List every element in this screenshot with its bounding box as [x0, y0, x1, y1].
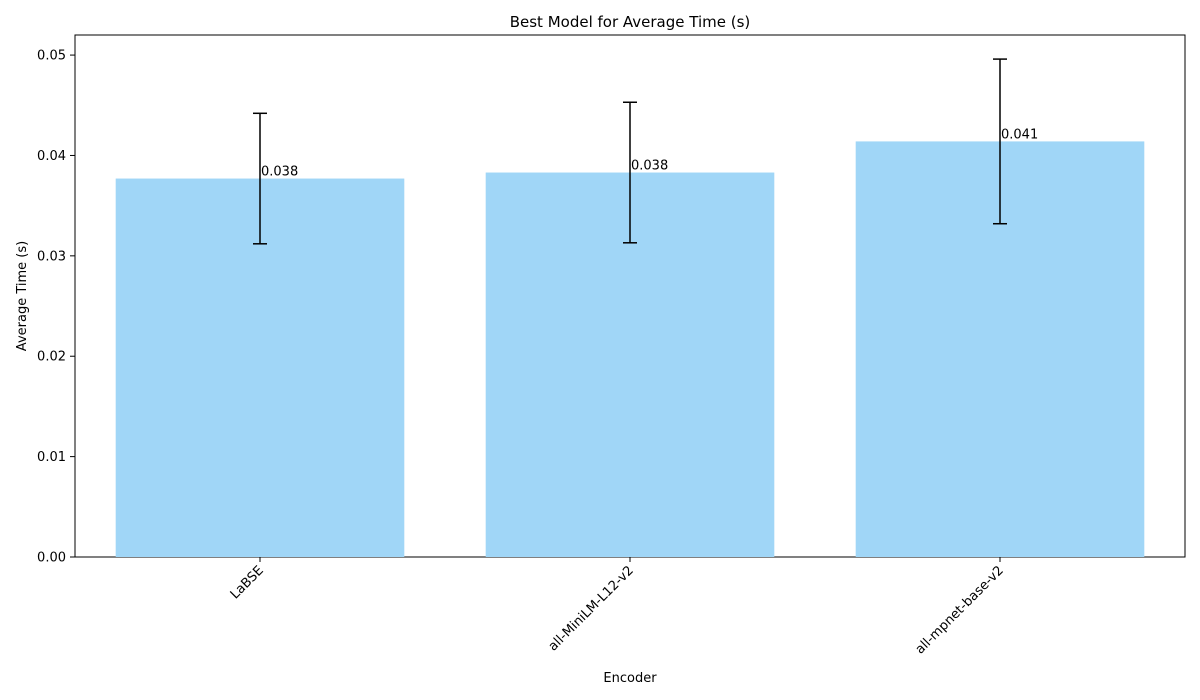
y-axis-label: Average Time (s): [15, 241, 30, 351]
x-tick-label: all-MiniLM-L12-v2: [546, 563, 637, 654]
x-axis: LaBSE all-MiniLM-L12-v2 all-mpnet-base-v2: [228, 557, 1007, 657]
data-label: 0.041: [1001, 127, 1038, 142]
y-tick-label: 0.04: [37, 149, 66, 164]
data-label: 0.038: [631, 159, 668, 174]
error-bars-group: [253, 58, 1007, 245]
y-tick-label: 0.01: [37, 450, 66, 465]
data-label: 0.038: [261, 165, 298, 180]
x-tick-label: all-mpnet-base-v2: [913, 563, 1007, 657]
y-axis: 0.00 0.01 0.02 0.03 0.04 0.05: [37, 49, 75, 566]
y-tick-label: 0.03: [37, 249, 66, 264]
x-axis-label: Encoder: [603, 671, 657, 686]
chart-title: Best Model for Average Time (s): [510, 13, 751, 31]
y-tick-label: 0.05: [37, 49, 66, 64]
x-tick-label: LaBSE: [228, 563, 267, 602]
y-tick-label: 0.00: [37, 551, 66, 566]
y-tick-label: 0.02: [37, 350, 66, 365]
data-labels-group: 0.038 0.038 0.041: [261, 127, 1038, 179]
